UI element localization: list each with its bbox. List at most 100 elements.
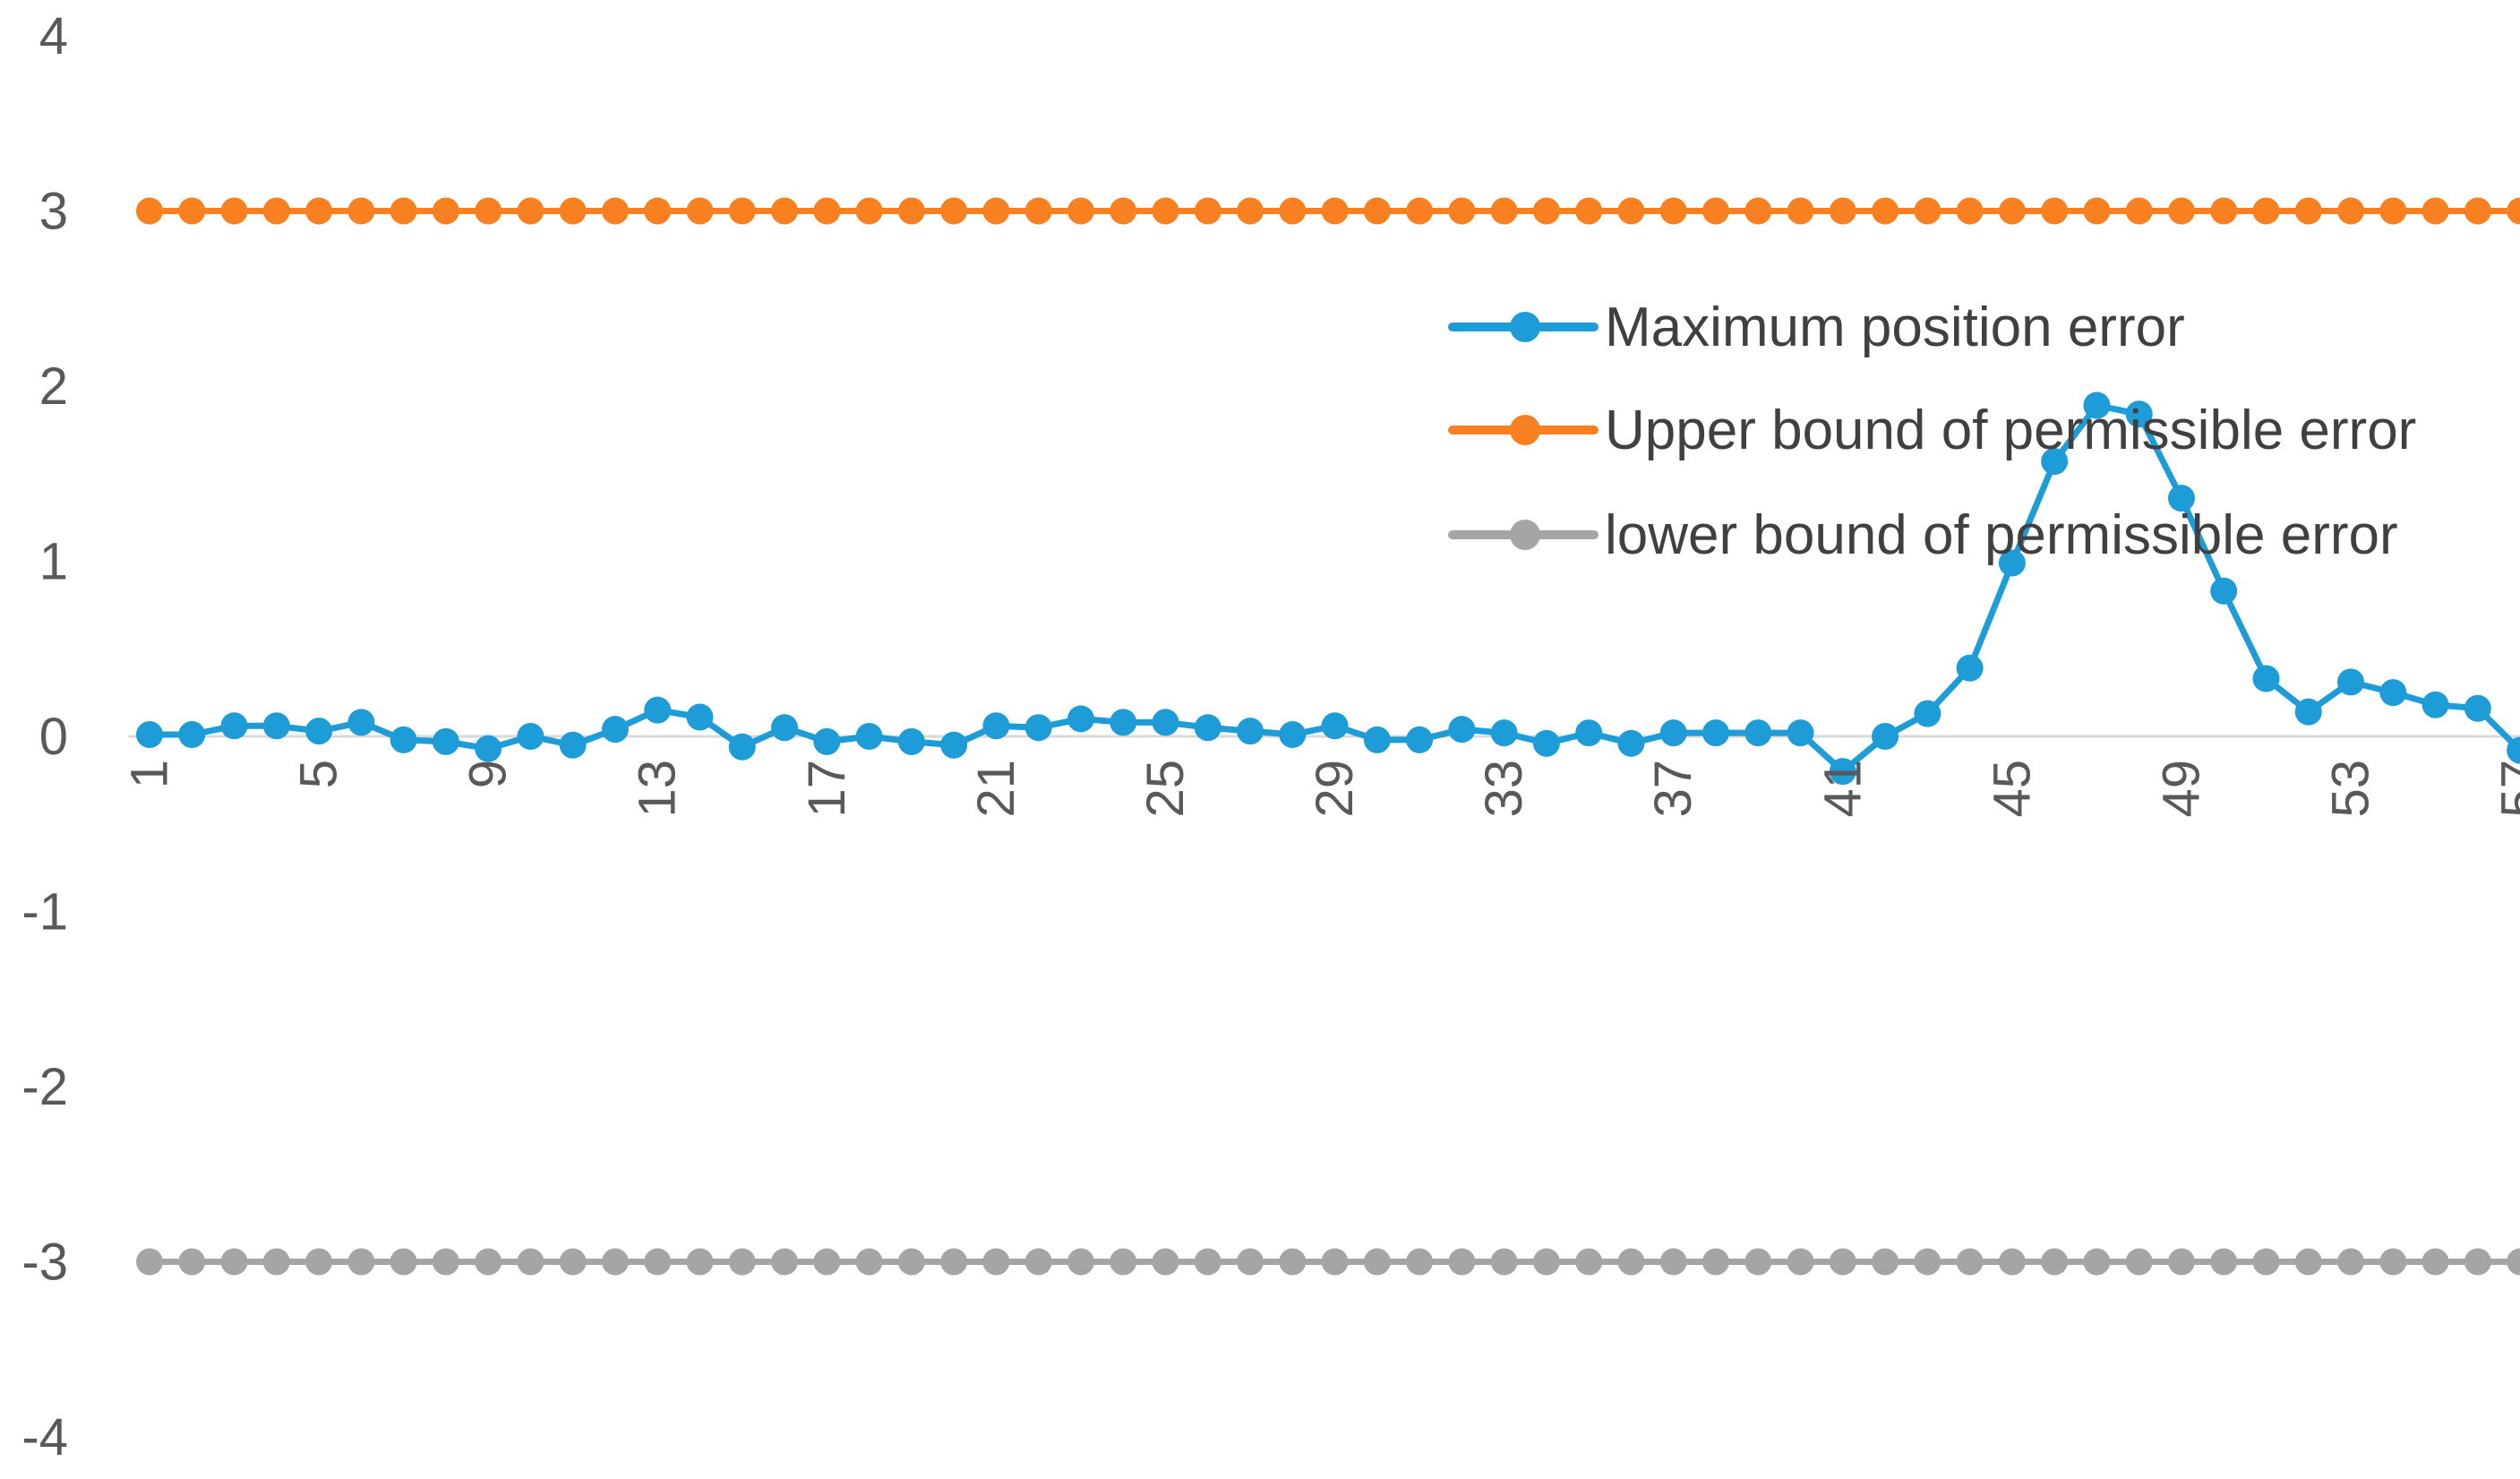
data-point	[1701, 719, 1729, 747]
data-point	[1659, 1248, 1687, 1276]
data-point	[1659, 719, 1687, 747]
data-point	[1829, 197, 1856, 225]
data-point	[1701, 197, 1729, 225]
legend: Maximum position error Upper bound of per…	[1448, 297, 2416, 566]
y-tick-label: -1	[21, 883, 68, 942]
legend-swatch-marker	[1510, 520, 1540, 550]
data-point	[1914, 1248, 1941, 1276]
y-tick-label: 3	[39, 183, 68, 241]
data-point	[1152, 709, 1179, 736]
data-point	[897, 1248, 925, 1276]
data-point	[475, 1248, 502, 1276]
data-point	[940, 731, 968, 759]
data-point	[1914, 700, 1941, 727]
data-point	[1532, 729, 1560, 757]
data-point	[1194, 714, 1221, 742]
data-point	[2041, 197, 2069, 225]
data-point	[982, 1248, 1010, 1276]
data-point	[2167, 1248, 2195, 1276]
series-2	[136, 1248, 2520, 1276]
data-point	[1321, 1248, 1349, 1276]
data-point	[728, 733, 756, 761]
data-point	[2507, 197, 2520, 225]
data-point	[390, 197, 417, 225]
data-point	[2210, 1248, 2238, 1276]
data-point	[1406, 1248, 1434, 1276]
data-point	[813, 1248, 841, 1276]
data-point	[644, 696, 672, 724]
data-point	[1872, 1248, 1899, 1276]
data-point	[305, 1248, 333, 1276]
data-point	[813, 727, 841, 755]
data-point	[1110, 709, 1137, 736]
data-point	[2421, 691, 2449, 718]
data-point	[1406, 726, 1434, 753]
legend-swatch-marker	[1510, 312, 1540, 342]
data-point	[2083, 197, 2111, 225]
data-point	[1617, 197, 1645, 225]
x-tick-label: 21	[967, 760, 1025, 818]
data-point	[1110, 1248, 1137, 1276]
data-point	[1787, 197, 1814, 225]
legend-item: Upper bound of permissible error	[1448, 400, 2416, 461]
data-point	[813, 197, 841, 225]
data-point	[2507, 736, 2520, 764]
data-point	[305, 197, 333, 225]
y-tick-label: -4	[21, 1408, 68, 1466]
x-tick-label: 13	[629, 760, 687, 818]
data-point	[1956, 1248, 1984, 1276]
data-point	[728, 1248, 756, 1276]
y-tick-label: 4	[39, 7, 68, 65]
data-point	[347, 1248, 375, 1276]
data-point	[517, 723, 544, 750]
data-point	[940, 197, 968, 225]
data-point	[1998, 197, 2026, 225]
data-point	[220, 712, 248, 740]
data-point	[475, 735, 502, 762]
legend-label: lower bound of permissible error	[1605, 504, 2398, 566]
x-tick-label: 45	[1983, 760, 2041, 818]
data-point	[1448, 1248, 1476, 1276]
data-point	[1279, 1248, 1307, 1276]
legend-label: Upper bound of permissible error	[1605, 400, 2416, 461]
data-point	[897, 727, 925, 755]
data-point	[1744, 197, 1772, 225]
data-point	[390, 726, 417, 753]
data-point	[728, 197, 756, 225]
x-tick-label: 5	[290, 760, 348, 788]
data-point	[2421, 1248, 2449, 1276]
data-point	[2252, 1248, 2280, 1276]
data-point	[559, 1248, 587, 1276]
x-tick-label: 25	[1136, 760, 1195, 818]
data-point	[771, 714, 799, 742]
x-tick-label: 49	[2152, 760, 2210, 818]
data-point	[1744, 719, 1772, 747]
data-point	[2252, 197, 2280, 225]
data-point	[475, 197, 502, 225]
data-point	[601, 197, 629, 225]
data-point	[136, 197, 163, 225]
x-tick-label: 33	[1475, 760, 1533, 818]
data-point	[1237, 1248, 1264, 1276]
data-point	[644, 197, 672, 225]
data-point	[1659, 197, 1687, 225]
legend-label: Maximum position error	[1605, 297, 2185, 358]
data-point	[1829, 1248, 1856, 1276]
data-point	[1575, 1248, 1603, 1276]
data-point	[1956, 197, 1984, 225]
x-tick-label: 53	[2322, 760, 2380, 818]
data-point	[1787, 719, 1814, 747]
data-point	[1998, 1248, 2026, 1276]
data-point	[432, 197, 459, 225]
data-point	[347, 709, 375, 736]
data-point	[2210, 197, 2238, 225]
data-point	[2379, 1248, 2407, 1276]
data-point	[517, 197, 544, 225]
data-point	[1490, 197, 1518, 225]
data-point	[305, 718, 333, 745]
x-tick-label: 29	[1306, 760, 1364, 818]
data-point	[2125, 1248, 2153, 1276]
data-point	[1237, 718, 1264, 745]
data-point	[1110, 197, 1137, 225]
data-point	[1024, 714, 1052, 742]
